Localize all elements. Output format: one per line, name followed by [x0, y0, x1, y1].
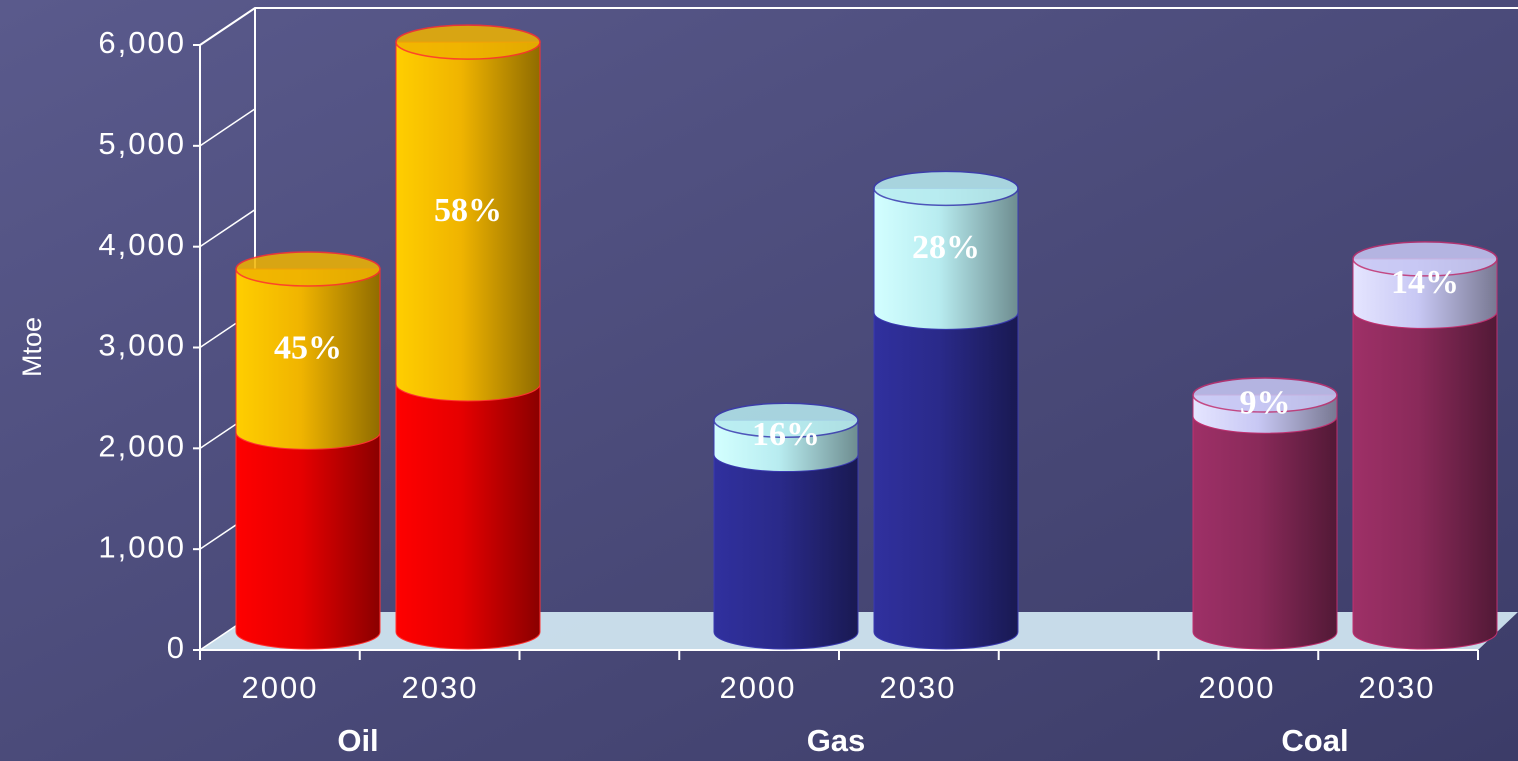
share-label: 14% — [1391, 264, 1459, 301]
bar-top — [235, 251, 381, 287]
bar-top — [1352, 241, 1498, 277]
x-tick-label: 2000 — [242, 670, 319, 705]
bar-top — [873, 170, 1019, 207]
bar — [395, 383, 541, 650]
x-tick-label: 2030 — [402, 670, 479, 705]
y-tick-label: 1,000 — [98, 529, 186, 564]
bar — [713, 454, 859, 650]
group-label: Coal — [1281, 723, 1348, 758]
y-tick-label: 3,000 — [98, 328, 186, 363]
bar — [1192, 415, 1338, 650]
bar — [395, 41, 541, 402]
y-tick-label: 0 — [167, 630, 186, 665]
x-tick-label: 2030 — [1359, 670, 1436, 705]
share-label: 58% — [434, 192, 502, 229]
bar — [1352, 258, 1498, 329]
y-tick-label: 6,000 — [98, 25, 186, 60]
grid-line — [199, 209, 256, 248]
bar-top — [1192, 377, 1338, 413]
bar — [873, 187, 1019, 330]
bar — [1352, 310, 1498, 650]
y-tick-label: 2,000 — [98, 429, 186, 464]
group-label: Oil — [337, 723, 378, 758]
grid-line — [199, 108, 256, 147]
y-axis-title: Mtoe — [17, 317, 47, 377]
bar — [235, 268, 381, 450]
share-label: 45% — [274, 329, 342, 366]
grid-line — [199, 7, 256, 46]
bar-top — [713, 402, 859, 438]
group-label: Gas — [807, 723, 866, 758]
x-tick-label: 2000 — [1199, 670, 1276, 705]
bar — [235, 431, 381, 650]
y-tick-label: 5,000 — [98, 126, 186, 161]
x-tick-label: 2030 — [880, 670, 957, 705]
bar — [873, 311, 1019, 650]
share-label: 16% — [752, 416, 820, 453]
share-label: 28% — [912, 229, 980, 266]
x-tick-label: 2000 — [720, 670, 797, 705]
y-tick-label: 4,000 — [98, 227, 186, 262]
bar-top — [395, 24, 541, 60]
share-label: 9% — [1240, 384, 1291, 421]
